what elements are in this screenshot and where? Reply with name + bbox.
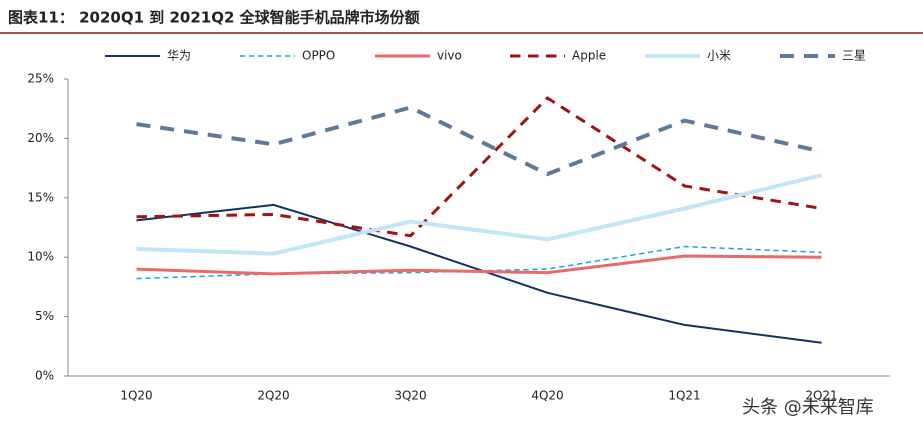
x-tick-label: 3Q20 — [394, 389, 426, 403]
x-tick-label: 2Q20 — [257, 389, 289, 403]
y-tick-label: 10% — [27, 250, 54, 264]
series-line — [136, 173, 822, 256]
x-tick-label: 1Q21 — [668, 389, 700, 403]
y-tick-label: 15% — [27, 190, 54, 204]
x-tick-label: 4Q20 — [531, 389, 563, 403]
series-line — [136, 203, 822, 344]
legend-label: 小米 — [707, 49, 731, 63]
legend-label: 华为 — [167, 49, 191, 63]
legend-label: Apple — [572, 49, 606, 63]
watermark: 头条 @未来智库 — [742, 397, 874, 418]
series-line — [136, 96, 822, 238]
y-tick-label: 25% — [27, 72, 54, 86]
y-tick-label: 20% — [27, 131, 54, 145]
y-tick-label: 0% — [35, 369, 54, 383]
series-line — [136, 254, 822, 276]
x-tick-label: 2Q21 — [805, 389, 837, 403]
x-tick-label: 1Q20 — [120, 389, 152, 403]
legend-label: OPPO — [302, 49, 335, 63]
legend-label: 三星 — [842, 49, 866, 63]
series-line — [136, 105, 822, 177]
y-tick-label: 5% — [35, 309, 54, 323]
legend-label: vivo — [437, 49, 462, 63]
chart-title: 图表11： 2020Q1 到 2021Q2 全球智能手机品牌市场份额 — [8, 9, 420, 27]
